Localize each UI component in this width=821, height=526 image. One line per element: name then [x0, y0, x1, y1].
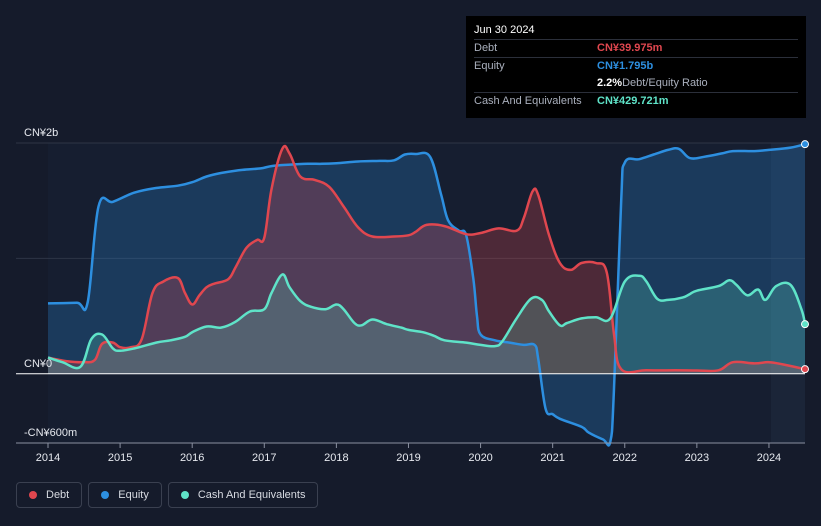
- tooltip-value-cash: CN¥429.721m: [597, 95, 669, 107]
- x-tick-label-2022: 2022: [613, 452, 637, 464]
- x-tick-label-2023: 2023: [685, 452, 709, 464]
- legend-item-debt[interactable]: Debt: [16, 482, 83, 508]
- x-tick-label-2019: 2019: [396, 452, 420, 464]
- plot-forecast-background: [771, 143, 805, 443]
- series-lines: [16, 142, 807, 447]
- gridlines: [16, 142, 805, 259]
- x-tick-label-2020: 2020: [468, 452, 492, 464]
- x-tick-label-2024: 2024: [757, 452, 781, 464]
- tooltip-row-equity: Equity CN¥1.795b: [474, 57, 798, 74]
- legend-label-cash: Cash And Equivalents: [197, 489, 306, 501]
- equity-line: [47, 142, 806, 447]
- cash-and-equivalents-endpoint: [801, 320, 809, 329]
- cash-and-equivalents-line: [47, 273, 807, 370]
- legend-dot-cash-icon: [180, 491, 189, 499]
- tooltip-ratio-caption: Debt/Equity Ratio: [622, 77, 708, 89]
- equity-endpoint: [801, 140, 809, 149]
- legend-dot-debt-icon: [29, 491, 37, 499]
- tooltip-label-debt: Debt: [474, 42, 498, 54]
- legend-item-cash[interactable]: Cash And Equivalents: [167, 482, 319, 508]
- series-endpoints: [801, 140, 809, 374]
- x-tick-label-2015: 2015: [108, 452, 132, 464]
- data-tooltip: Jun 30 2024 Debt CN¥39.975m Equity CN¥1.…: [466, 16, 806, 118]
- tooltip-value-ratio: 2.2%: [597, 77, 623, 89]
- tooltip-row-cash: Cash And Equivalents CN¥429.721m: [474, 92, 798, 109]
- legend-dot-equity-icon: [101, 491, 110, 499]
- y-tick-label-2: -CN¥600m: [24, 427, 77, 439]
- tooltip-label-equity: Equity: [474, 60, 505, 72]
- x-axis: 2014 2015 2016 2017 2018 2019 2020 2021 2022 2023…: [16, 442, 805, 464]
- tooltip-row-debt: Debt CN¥39.975m: [474, 39, 798, 56]
- chart-legend: Debt Equity Cash And Equivalents: [16, 482, 319, 508]
- debt-area: [48, 145, 805, 374]
- x-tick-label-2017: 2017: [252, 452, 276, 464]
- x-tick-label-2014: 2014: [36, 452, 60, 464]
- x-tick-label-2018: 2018: [324, 452, 348, 464]
- tooltip-date: Jun 30 2024: [474, 24, 535, 36]
- plot-past-background: [48, 143, 771, 443]
- legend-item-equity[interactable]: Equity: [88, 482, 162, 508]
- y-axis: CN¥2b CN¥0 -CN¥600m: [24, 127, 77, 439]
- tooltip-value-equity: CN¥1.795b: [597, 60, 654, 72]
- legend-label-equity: Equity: [118, 489, 149, 501]
- tooltip-value-debt: CN¥39.975m: [597, 42, 663, 54]
- x-tick-label-2021: 2021: [540, 452, 564, 464]
- legend-label-debt: Debt: [46, 489, 70, 501]
- debt-line: [47, 144, 806, 374]
- y-tick-label-0: CN¥2b: [24, 127, 58, 139]
- debt-endpoint: [801, 365, 809, 374]
- tooltip-row-ratio: 2.2% Debt/Equity Ratio: [474, 75, 798, 91]
- x-tick-label-2016: 2016: [180, 452, 204, 464]
- y-tick-label-1: CN¥0: [24, 358, 52, 370]
- tooltip-label-cash: Cash And Equivalents: [474, 95, 582, 107]
- tooltip-label-ratio: [474, 75, 597, 91]
